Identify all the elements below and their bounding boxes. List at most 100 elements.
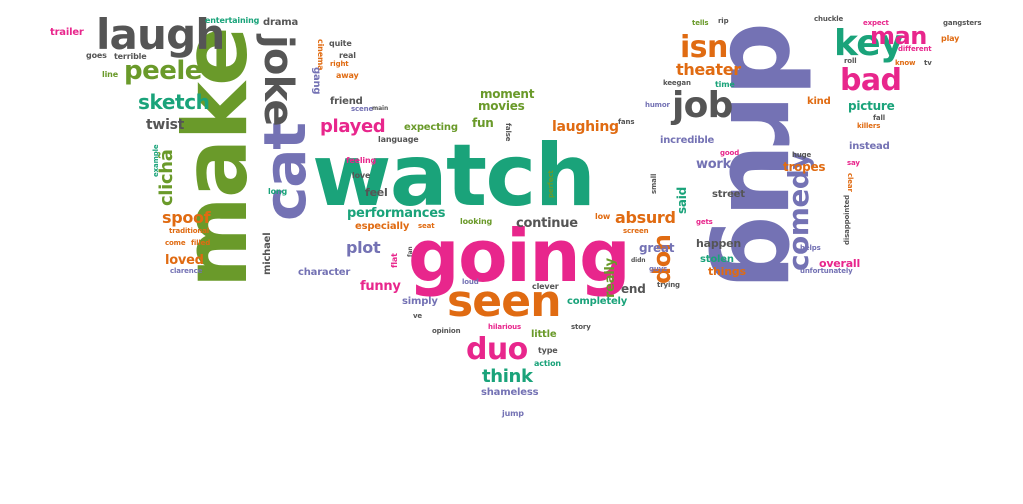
word: perfect — [547, 170, 555, 198]
word: watch — [312, 126, 596, 226]
word: character — [298, 267, 351, 278]
word: tells — [692, 19, 709, 27]
word: michael — [262, 232, 273, 275]
word: screen — [623, 227, 649, 235]
word: clear — [846, 173, 854, 192]
word: stolen — [700, 254, 734, 265]
word: loud — [462, 278, 479, 286]
word: scene — [351, 105, 374, 113]
word: play — [941, 34, 960, 43]
word: moment — [480, 87, 535, 101]
word: shameless — [481, 387, 539, 398]
word: fans — [618, 118, 635, 126]
word: clarence — [170, 267, 203, 275]
word: traditional — [169, 227, 210, 235]
word: work — [696, 157, 731, 172]
word: key — [834, 23, 903, 64]
word: killers — [857, 122, 881, 130]
word: small — [650, 173, 658, 194]
word: real — [339, 51, 356, 60]
word: laughing — [552, 119, 619, 135]
word: time — [715, 80, 735, 89]
word: kind — [807, 96, 831, 107]
word: theater — [676, 60, 741, 79]
word: friend — [330, 96, 363, 107]
word: guys — [649, 265, 668, 273]
word: story — [571, 323, 591, 331]
word: duo — [466, 332, 528, 367]
word: quite — [329, 39, 352, 48]
word: right — [330, 60, 349, 68]
word: example — [152, 144, 160, 177]
word: looking — [460, 217, 493, 226]
word: trying — [657, 281, 680, 289]
word: hilarious — [488, 323, 522, 331]
word: expect — [863, 19, 889, 27]
word: didn — [631, 257, 646, 264]
word: plot — [346, 238, 381, 257]
word: main — [372, 105, 389, 112]
word: said — [675, 187, 689, 214]
word: simply — [402, 296, 438, 307]
word: helps — [800, 244, 821, 252]
word: twist — [146, 117, 185, 133]
word: entertaining — [205, 16, 260, 25]
word: overall — [819, 257, 861, 270]
word: come — [165, 239, 186, 247]
word: movies — [478, 99, 525, 113]
word: fan — [407, 246, 414, 257]
word: man — [870, 22, 927, 50]
word: disappointed — [843, 195, 851, 245]
word: played — [320, 116, 386, 137]
word: end — [621, 282, 646, 296]
word: tropes — [783, 160, 826, 174]
word: ve — [413, 312, 423, 320]
word: continue — [516, 216, 578, 231]
word: absurd — [615, 208, 676, 227]
word: terrible — [114, 52, 147, 61]
word: know — [895, 59, 916, 67]
word: instead — [849, 141, 890, 152]
word: completely — [567, 296, 628, 307]
word: little — [531, 329, 557, 340]
word: long — [268, 187, 288, 196]
word: good — [720, 149, 740, 157]
word: funny — [360, 279, 401, 294]
word: language — [378, 135, 419, 144]
word: great — [639, 241, 675, 255]
word: trailer — [50, 27, 84, 38]
word: clichã — [156, 149, 177, 206]
word: performances — [347, 206, 446, 221]
word: seat — [418, 222, 435, 230]
word: cinema — [316, 39, 325, 71]
word: joke — [255, 35, 301, 126]
word: bad — [840, 63, 902, 98]
word: filled — [191, 239, 211, 247]
word: gets — [696, 218, 713, 226]
word: line — [102, 70, 118, 79]
word: tv — [924, 59, 932, 67]
word: gangsters — [943, 19, 982, 27]
word: think — [482, 366, 533, 387]
word: feel — [365, 186, 388, 199]
word: keegan — [663, 79, 691, 87]
word: away — [336, 71, 359, 80]
word: low — [595, 212, 611, 221]
word: feeling — [346, 156, 377, 165]
word: roll — [844, 57, 857, 65]
word: expecting — [404, 122, 458, 133]
word: job — [672, 85, 733, 126]
word: street — [712, 189, 745, 200]
word: gang — [311, 67, 322, 95]
word: love — [352, 171, 371, 180]
word: goes — [86, 51, 107, 60]
word: flat — [390, 253, 399, 268]
word: clever — [532, 282, 559, 291]
word: especially — [355, 221, 410, 232]
word: humor — [645, 101, 670, 109]
word: drama — [263, 17, 299, 28]
word: happen — [696, 237, 741, 250]
word: different — [898, 45, 932, 53]
word: peele — [124, 56, 202, 86]
